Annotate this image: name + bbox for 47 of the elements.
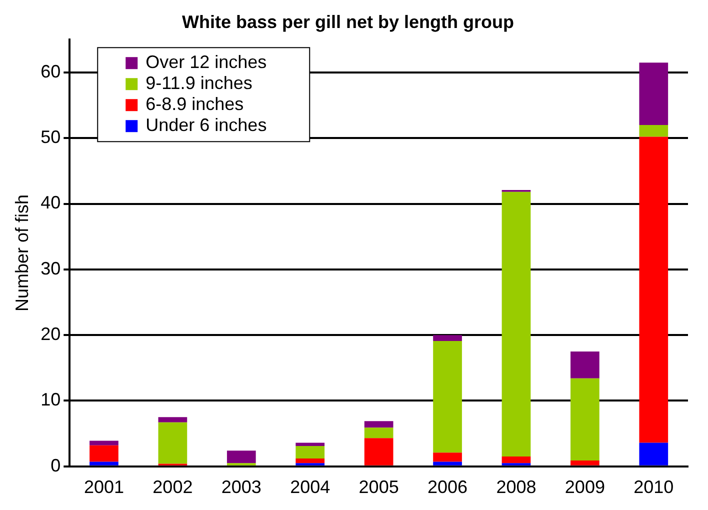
bar [158, 422, 188, 464]
bar [639, 136, 668, 443]
x-tick-label: 2002 [152, 477, 193, 498]
bar [570, 351, 600, 378]
x-tick-label: 2010 [634, 477, 674, 498]
bar [639, 442, 668, 466]
y-tick-label: 10 [40, 390, 61, 410]
x-tick-label: 2008 [496, 477, 536, 498]
bar [364, 421, 394, 428]
chart-title: White bass per gill net by length group [182, 12, 514, 32]
bar [296, 442, 325, 446]
bar [570, 378, 600, 460]
legend-label: Over 12 inches [146, 52, 267, 72]
x-tick-label: 2004 [290, 477, 330, 498]
legend-label: Under 6 inches [146, 115, 267, 136]
bar [364, 438, 394, 466]
bar [90, 462, 118, 466]
y-tick-label: 40 [40, 192, 61, 213]
bar [226, 450, 256, 464]
y-tick-label: 30 [40, 258, 61, 278]
legend-label: 6-8.9 inches [146, 94, 244, 114]
bar [433, 462, 462, 466]
x-tick-label: 2005 [358, 477, 399, 498]
x-tick-label: 2009 [564, 477, 605, 498]
x-tick-label: 2001 [84, 477, 124, 498]
bar [502, 456, 531, 464]
bar [296, 446, 325, 459]
x-tick-label: 2006 [427, 477, 468, 498]
bar [639, 62, 668, 125]
bar [570, 460, 600, 466]
bar [502, 192, 531, 457]
bar [90, 440, 118, 446]
bar [364, 428, 394, 438]
y-tick-label: 60 [40, 61, 61, 82]
bar [433, 335, 462, 341]
bar [90, 445, 118, 462]
bar [639, 124, 668, 137]
bar [296, 458, 325, 464]
y-tick-label: 0 [50, 455, 61, 476]
y-axis-title: Number of fish [12, 194, 32, 312]
y-tick-label: 20 [40, 324, 61, 344]
bar [433, 340, 462, 453]
y-tick-label: 50 [40, 127, 61, 148]
bar [433, 452, 462, 462]
bar [158, 417, 188, 422]
x-tick-label: 2003 [221, 477, 262, 498]
legend-label: 9-11.9 inches [146, 73, 252, 94]
